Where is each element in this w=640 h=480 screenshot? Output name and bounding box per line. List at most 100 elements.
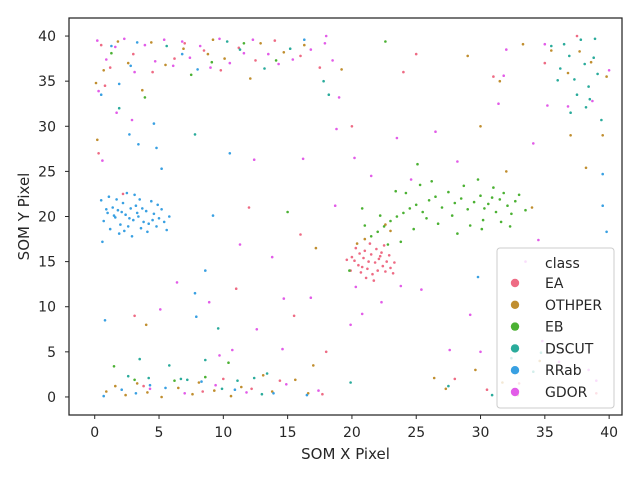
point-gdor-34 (175, 281, 179, 284)
point-rrab-41 (105, 208, 108, 211)
point-othper-15 (124, 393, 127, 397)
point-othper-7 (206, 52, 210, 56)
legend-label-rrab: RRab (545, 363, 582, 379)
point-dscut-12 (593, 37, 597, 41)
point-othper-53 (389, 229, 392, 233)
point-rrab-74 (228, 152, 232, 155)
point-gdor-49 (502, 74, 506, 77)
y-tick-label-30: 30 (38, 119, 56, 135)
point-ea-39 (202, 49, 206, 52)
x-tick-label-30: 30 (472, 425, 490, 441)
point-ea-65 (292, 314, 296, 318)
point-eb-21 (494, 210, 498, 214)
point-eb-25 (510, 212, 513, 216)
point-eb-48 (508, 225, 512, 228)
point-gdor-17 (267, 52, 270, 56)
point-gdor-56 (607, 69, 611, 72)
point-rrab-39 (151, 218, 154, 222)
point-gdor-3 (123, 37, 126, 41)
point-othper-43 (589, 60, 593, 64)
point-gdor-2 (114, 45, 117, 49)
point-rrab-16 (142, 220, 145, 224)
point-othper-58 (102, 69, 105, 72)
point-eb-20 (490, 196, 494, 199)
point-ea-4 (369, 253, 373, 256)
point-gdor-9 (180, 40, 184, 43)
point-rrab-25 (165, 228, 168, 232)
point-rrab-44 (146, 230, 149, 234)
point-eb-24 (506, 204, 509, 207)
point-rrab-32 (138, 198, 141, 201)
point-gdor-55 (591, 99, 594, 103)
point-eb-41 (430, 180, 434, 183)
point-othper-40 (550, 49, 553, 52)
point-gdor-35 (207, 300, 211, 304)
point-rrab-14 (137, 215, 140, 218)
point-rrab-38 (141, 207, 144, 210)
point-dscut-21 (225, 40, 229, 43)
point-ea-48 (133, 314, 136, 318)
legend-marker-eb (510, 322, 520, 331)
point-gdor-29 (183, 392, 186, 395)
point-ea-69 (414, 52, 418, 56)
point-ea-12 (371, 272, 374, 276)
point-ea-49 (142, 384, 145, 388)
y-tick-label-5: 5 (47, 345, 56, 361)
point-rrab-29 (117, 232, 121, 235)
point-eb-42 (416, 162, 419, 166)
point-ea-47 (121, 192, 125, 196)
point-eb-15 (466, 208, 470, 211)
point-dscut-30 (252, 376, 256, 380)
point-ea-17 (367, 260, 370, 263)
point-othper-21 (197, 381, 201, 384)
point-ea-22 (364, 276, 368, 280)
point-eb-4 (395, 215, 399, 218)
point-gdor-45 (353, 156, 356, 160)
point-ea-20 (375, 247, 378, 251)
point-ea-59 (485, 388, 489, 392)
point-gdor-72 (409, 178, 413, 181)
point-othper-41 (566, 71, 570, 75)
point-eb-27 (517, 193, 521, 197)
point-dscut-9 (575, 93, 579, 96)
point-rrab-19 (150, 199, 153, 203)
point-eb-10 (434, 195, 437, 198)
point-rrab-30 (130, 235, 134, 238)
point-eb-38 (386, 243, 390, 246)
point-gdor-37 (218, 354, 221, 357)
point-othper-22 (213, 389, 216, 392)
point-dscut-28 (147, 376, 150, 380)
point-dscut-26 (186, 378, 189, 382)
y-tick-label-15: 15 (38, 255, 56, 271)
point-ea-45 (318, 66, 322, 69)
x-tick-label-0: 0 (90, 425, 99, 441)
point-dscut-1 (559, 67, 562, 70)
legend-items: EA OTHPER EB DSCUT RRab GDOR (510, 276, 602, 401)
point-dscut-34 (236, 379, 239, 383)
point-othper-52 (363, 237, 367, 241)
point-eb-0 (369, 235, 373, 238)
point-dscut-22 (327, 93, 331, 96)
y-tick-label-25: 25 (38, 164, 56, 180)
point-eb-45 (363, 224, 367, 227)
point-dscut-32 (138, 357, 141, 361)
point-gdor-23 (97, 89, 100, 93)
point-rrab-57 (193, 291, 197, 295)
point-eb-13 (453, 201, 457, 205)
point-rrab-67 (120, 388, 123, 392)
point-gdor-4 (133, 70, 136, 74)
point-rrab-35 (120, 210, 123, 214)
point-ea-26 (382, 244, 386, 247)
point-rrab-26 (107, 195, 111, 198)
point-eb-14 (459, 197, 463, 200)
point-othper-1 (96, 138, 99, 142)
point-othper-32 (432, 376, 436, 380)
point-rrab-47 (135, 41, 139, 44)
legend-label-dscut: DSCUT (545, 341, 594, 357)
point-ea-14 (387, 254, 391, 257)
point-gdor-76 (282, 297, 286, 300)
point-rrab-17 (144, 209, 148, 213)
point-othper-59 (141, 88, 144, 92)
point-rrab-49 (196, 68, 199, 71)
